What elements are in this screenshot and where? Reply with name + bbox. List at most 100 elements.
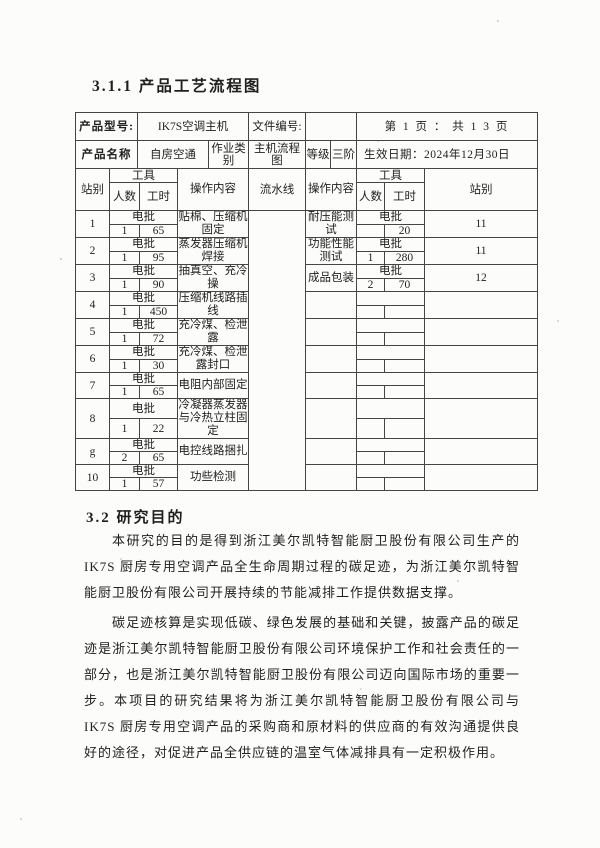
cell-operation-left: 抽真空、充冷操 bbox=[177, 264, 249, 292]
cell-operation-right: 耐压能测试 bbox=[305, 210, 357, 238]
cell-tool-right bbox=[356, 345, 425, 360]
cell-tool-left: 电批 bbox=[109, 345, 178, 360]
cell-hours-left: 65 bbox=[139, 451, 178, 465]
cell-station-right bbox=[424, 398, 538, 439]
cell-operation-right: 成品包装 bbox=[305, 264, 357, 292]
cell-tool-right bbox=[356, 318, 425, 333]
cell-operation-right bbox=[305, 345, 357, 373]
cell-operation-right: 功能性能测试 bbox=[305, 237, 357, 265]
cell-hours-left: 72 bbox=[139, 331, 178, 346]
cell-station-left: 1 bbox=[75, 210, 110, 238]
cell-hours-right bbox=[384, 385, 425, 399]
cell-station-right: 11 bbox=[424, 237, 538, 265]
cell-hours-right: 20 bbox=[384, 223, 425, 238]
cell-people-right bbox=[356, 358, 385, 373]
cell-station-left: g bbox=[75, 438, 110, 465]
header-assembly-line: 流水线 bbox=[248, 168, 306, 211]
cell-operation-right bbox=[305, 398, 357, 439]
product-name-label: 产品名称 bbox=[75, 140, 138, 169]
process-chart-label: 主机流程图 bbox=[248, 140, 306, 169]
cell-hours-right: 280 bbox=[384, 250, 425, 265]
scan-speckle bbox=[497, 20, 499, 22]
cell-station-left: 3 bbox=[75, 264, 110, 292]
station-row: 8 电批 冷凝器蒸发器与冷热立柱固定 bbox=[75, 398, 538, 439]
cell-operation-left: 贴棉、压缩机固定 bbox=[177, 210, 249, 238]
cell-people-right bbox=[356, 385, 385, 399]
paragraph-2: 碳足迹核算是实现低碳、绿色发展的基础和关键，披露产品的碳足迹是浙江美尔凯特智能厨… bbox=[84, 615, 520, 760]
cell-people-right bbox=[356, 223, 385, 238]
cell-hours-left: 57 bbox=[139, 477, 178, 491]
cell-tool-right bbox=[356, 291, 425, 306]
job-category-label: 作业类别 bbox=[208, 140, 249, 169]
cell-people-right bbox=[356, 418, 385, 439]
cell-station-left: 8 bbox=[75, 398, 110, 439]
cell-operation-left: 电控线路捆扎 bbox=[177, 438, 249, 465]
station-row: g 电批 电控线路捆扎 bbox=[75, 438, 538, 465]
product-info-table: 产品型号: IK7S空调主机 文件编号: 第 1 页 ： 共 1 3 页 产品名… bbox=[75, 112, 538, 169]
header-station-left: 站别 bbox=[75, 168, 110, 211]
cell-tool-right bbox=[356, 372, 425, 386]
doc-number-label: 文件编号: bbox=[248, 112, 306, 141]
cell-people-left: 1 bbox=[109, 223, 140, 238]
header-tool-right: 工具 bbox=[356, 168, 425, 183]
station-row-values: 1 72 bbox=[76, 331, 538, 346]
cell-station-right bbox=[424, 372, 538, 399]
cell-tool-left: 电批 bbox=[109, 264, 178, 279]
cell-operation-left: 功些检测 bbox=[177, 464, 249, 491]
cell-people-left: 1 bbox=[109, 277, 140, 292]
cell-station-right: 11 bbox=[424, 210, 538, 238]
cell-tool-left: 电批 bbox=[109, 291, 178, 306]
cell-operation-left: 蒸发器压缩机焊接 bbox=[177, 237, 249, 265]
cell-people-left: 1 bbox=[109, 250, 140, 265]
header-operation-left: 操作内容 bbox=[177, 168, 249, 211]
header-hours-right: 工时 bbox=[384, 182, 425, 211]
cell-people-left: 1 bbox=[109, 418, 140, 439]
product-name-value: 自房空通 bbox=[137, 140, 209, 169]
cell-tool-right bbox=[356, 398, 425, 419]
station-row-values: 1 90 2 70 bbox=[76, 277, 538, 292]
cell-operation-left: 充冷煤、检泄露 bbox=[177, 318, 249, 346]
cell-hours-left: 65 bbox=[139, 385, 178, 399]
page-info: 第 1 页 ： 共 1 3 页 bbox=[356, 112, 538, 141]
station-row: 6 电批 充冷煤、检泄露封口 bbox=[75, 345, 538, 373]
station-row: 4 电批 压缩机线路插线 bbox=[75, 291, 538, 319]
cell-tool-right bbox=[356, 438, 425, 452]
cell-station-right bbox=[424, 345, 538, 373]
cell-hours-right bbox=[384, 331, 425, 346]
cell-hours-right bbox=[384, 477, 425, 491]
header-people-left: 人数 bbox=[109, 182, 140, 211]
station-row-values: 2 65 bbox=[76, 451, 538, 465]
cell-tool-left: 电批 bbox=[109, 210, 178, 225]
cell-hours-left: 30 bbox=[139, 358, 178, 373]
cell-station-left: 5 bbox=[75, 318, 110, 346]
cell-hours-right bbox=[384, 304, 425, 319]
cell-hours-right bbox=[384, 358, 425, 373]
cell-operation-left: 冷凝器蒸发器与冷热立柱固定 bbox=[177, 398, 249, 439]
station-row-values: 1 65 20 bbox=[76, 223, 538, 238]
grade-value: 三阶 bbox=[330, 140, 357, 169]
cell-hours-left: 65 bbox=[139, 223, 178, 238]
station-row: 10 电批 功些检测 bbox=[75, 464, 538, 491]
effective-date: 生效日期：2024年12月30日 bbox=[356, 140, 538, 169]
cell-hours-left: 450 bbox=[139, 304, 178, 319]
section-title-3-1-1: 3.1.1 产品工艺流程图 bbox=[92, 78, 262, 95]
cell-operation-right bbox=[305, 464, 357, 491]
cell-operation-right bbox=[305, 291, 357, 319]
cell-tool-left: 电批 bbox=[109, 318, 178, 333]
station-row: 7 电批 电阻内部固定 bbox=[75, 372, 538, 399]
cell-station-right bbox=[424, 464, 538, 491]
cell-hours-right: 70 bbox=[384, 277, 425, 292]
cell-people-left: 1 bbox=[109, 304, 140, 319]
product-model-value: IK7S空调主机 bbox=[137, 112, 249, 141]
assembly-line-column-cell bbox=[248, 210, 306, 491]
scan-speckle bbox=[60, 258, 62, 260]
cell-hours-right bbox=[384, 451, 425, 465]
station-row-values: 1 95 1 280 bbox=[76, 250, 538, 265]
cell-people-right bbox=[356, 451, 385, 465]
station-row-values: 1 22 bbox=[76, 418, 538, 439]
cell-people-left: 1 bbox=[109, 477, 140, 491]
cell-station-right: 12 bbox=[424, 264, 538, 292]
cell-hours-left: 90 bbox=[139, 277, 178, 292]
